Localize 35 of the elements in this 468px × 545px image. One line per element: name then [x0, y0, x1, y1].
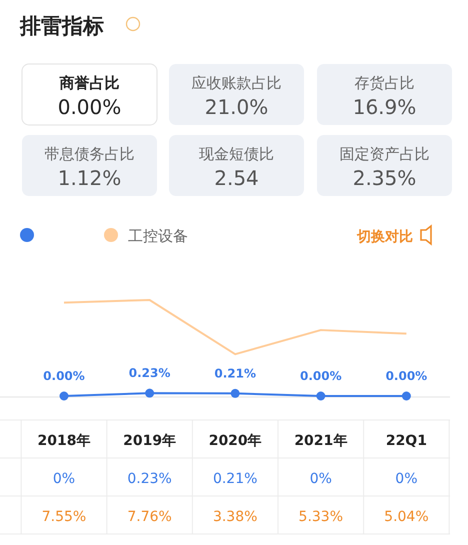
data-label: 5.33% [298, 509, 344, 525]
category-label: 现金短债比 [199, 145, 274, 163]
x-tick-label: 2019年 [123, 433, 176, 449]
text: 0.00% [58, 95, 122, 119]
text: 0.21% [212, 471, 258, 487]
x-tick-label: 2018年 [38, 433, 90, 449]
text: 2.35% [352, 166, 416, 190]
category-label: 商誉占比 [58, 74, 120, 92]
text: 0% [52, 471, 76, 487]
data-label: 7.55% [42, 509, 86, 525]
category-label: 存货占比 [354, 74, 414, 92]
data-label: 0.00% [43, 369, 85, 383]
data-label: 0.23% [128, 366, 170, 380]
x-tick-label: 2020年 [208, 433, 262, 449]
text: 16.9% [352, 95, 416, 119]
text: 0% [310, 471, 332, 487]
x-tick-label: 22Q1 [386, 433, 427, 449]
text: 1.12% [58, 166, 122, 190]
category-label: 带息债务占比 [44, 145, 134, 163]
text: 0% [395, 471, 418, 487]
data-label: 3.38% [212, 509, 258, 525]
text: 0.23% [127, 471, 172, 487]
data-label: 0.00% [386, 369, 428, 383]
data-label: 7.76% [127, 509, 172, 525]
text: 21.0% [204, 95, 268, 119]
text: 切换对比 [356, 229, 413, 245]
data-label: 0.00% [300, 369, 342, 383]
legend-label: 工控设备 [128, 227, 188, 245]
category-label: 固定资产占比 [340, 145, 430, 163]
text: 排雷指标 [19, 14, 104, 38]
category-label: 应收账款占比 [192, 74, 282, 92]
data-label: 5.04% [384, 509, 429, 525]
x-tick-label: 2021年 [294, 433, 348, 449]
data-label: 0.21% [214, 366, 256, 380]
text: 2.54 [214, 166, 259, 190]
